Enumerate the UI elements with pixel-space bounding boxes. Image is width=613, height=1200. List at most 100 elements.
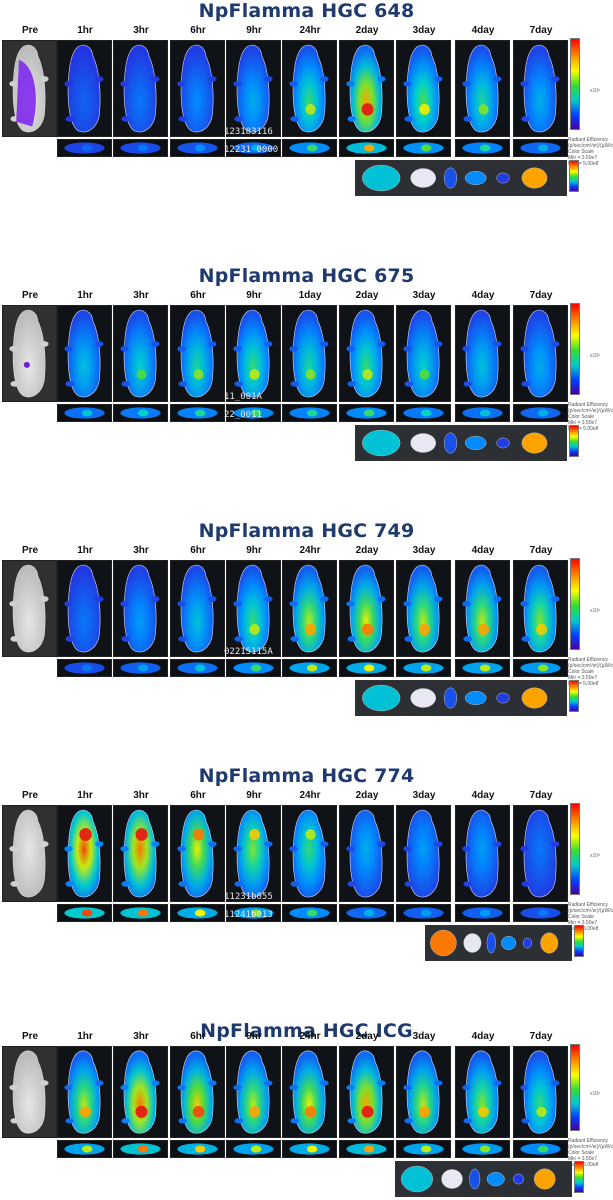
figure-panel: NpFlamma HGC 774 Pre 1hr 3hr 6hr 9hr 24hr 2day 3…	[0, 745, 613, 990]
mouse-fluorescence-image	[227, 1047, 280, 1137]
timepoint-image-frame	[282, 1046, 337, 1138]
ventral-strip-image	[283, 660, 336, 676]
mouse-body	[236, 1050, 270, 1134]
ventral-strip-image	[456, 905, 509, 921]
mouse-body	[12, 1050, 46, 1134]
fluorescence-hotspot	[249, 624, 260, 635]
timepoint-image-frame	[113, 560, 168, 657]
organ	[496, 172, 510, 184]
ventral-strip-frame	[170, 1140, 225, 1158]
legend-line: Radiant Efficiency	[568, 1138, 608, 1144]
time-point-label: 1hr	[77, 1031, 93, 1042]
mouse-body	[12, 309, 46, 398]
mouse-fluorescence-image	[340, 806, 393, 901]
ventral-strip-image	[514, 140, 567, 156]
ventral-strip-frame	[57, 139, 112, 157]
ventral-strip-image	[340, 660, 393, 676]
fluorescence-hotspot	[192, 828, 205, 841]
mouse-body	[67, 1050, 101, 1134]
fluorescence-hotspot	[304, 1106, 317, 1118]
time-point-label: 3day	[412, 545, 436, 556]
mouse-pre-image	[3, 561, 56, 656]
mouse-fluorescence-image	[456, 561, 509, 656]
ex-vivo-organs-frame	[425, 925, 572, 961]
time-point-label: 1hr	[77, 790, 93, 801]
ventral-strip-image	[283, 140, 336, 156]
organ	[486, 1171, 505, 1187]
mouse-body	[349, 564, 383, 653]
fluorescence-hotspot	[361, 103, 374, 116]
fluorescence-hotspot	[418, 623, 431, 636]
fluorescence-hotspot	[249, 369, 260, 380]
mouse-body	[180, 564, 214, 653]
fluorescence-hotspot	[79, 1106, 92, 1118]
time-point-label: 24hr	[299, 1031, 321, 1042]
timepoint-image-frame	[396, 560, 451, 657]
ventral-strip-image	[456, 660, 509, 676]
mouse-body	[180, 309, 214, 398]
mouse-fluorescence-image	[58, 41, 111, 136]
timepoint-image-frame	[339, 40, 394, 137]
mouse-body	[523, 564, 557, 653]
ventral-strip-frame	[226, 139, 281, 157]
mouse-body	[123, 809, 157, 898]
time-point-label: 3day	[412, 790, 436, 801]
time-point-label: 4day	[471, 25, 495, 36]
color-scale-bar	[570, 1044, 580, 1131]
ventral-strip-image	[227, 1141, 280, 1157]
organ	[496, 437, 510, 449]
ventral-strip-frame	[57, 904, 112, 922]
time-point-label: 2day	[355, 1031, 379, 1042]
mouse-body	[465, 809, 499, 898]
ventral-strip-image	[456, 405, 509, 421]
timepoint-image-frame	[170, 560, 225, 657]
timepoint-image-frame	[170, 1046, 225, 1138]
mouse-fluorescence-image	[283, 306, 336, 401]
ventral-strip-image	[397, 660, 450, 676]
time-point-label: 3hr	[133, 290, 149, 301]
scale-unit-label: x10⁸	[590, 607, 601, 614]
mouse-body	[123, 564, 157, 653]
timepoint-image-frame	[339, 560, 394, 657]
timepoint-image-frame	[57, 560, 112, 657]
mouse-body	[465, 564, 499, 653]
time-point-label: 3day	[412, 290, 436, 301]
mouse-fluorescence-image	[227, 561, 280, 656]
time-point-label: Pre	[21, 790, 39, 801]
mouse-body	[349, 309, 383, 398]
mouse-body	[236, 309, 270, 398]
mouse-fluorescence-image	[114, 806, 167, 901]
time-point-label: 9hr	[246, 1031, 262, 1042]
time-point-label: 9hr	[246, 545, 262, 556]
panel-title: NpFlamma HGC 648	[198, 0, 415, 22]
ventral-strip-image	[114, 405, 167, 421]
ex-vivo-organs-frame	[395, 1161, 572, 1197]
mouse-fluorescence-image	[58, 306, 111, 401]
time-point-label: 3day	[412, 1031, 436, 1042]
time-point-labels: Pre 1hr 3hr 6hr 9hr 24hr 2day 3day 4day 7day	[0, 25, 613, 39]
fluorescence-hotspot	[193, 369, 204, 380]
mouse-body	[123, 1050, 157, 1134]
ventral-strip-frame	[396, 659, 451, 677]
ex-vivo-organs-image	[356, 426, 566, 460]
mouse-fluorescence-image	[397, 806, 450, 901]
image-id-overlay: 12231 0000	[224, 145, 279, 155]
timepoint-image-frame	[170, 805, 225, 902]
mouse-pre-image	[3, 41, 56, 136]
legend-line: Min = 3.50e7	[568, 420, 598, 426]
ventral-strip-image	[397, 905, 450, 921]
legend-line: Max = 5.00e8	[568, 681, 599, 687]
legend-line: Color Scale	[568, 914, 594, 920]
time-point-label: 9hr	[246, 790, 262, 801]
scale-legend-text: Radiant Efficiency(p/sec/cm²/sr)/(µW/cm²…	[568, 137, 613, 167]
ventral-strip-image	[171, 1141, 224, 1157]
organ	[540, 932, 559, 954]
timepoint-image-frame	[113, 40, 168, 137]
legend-line: Radiant Efficiency	[568, 902, 608, 908]
ventral-strip-frame	[513, 1140, 568, 1158]
mouse-body	[180, 809, 214, 898]
organ	[521, 687, 548, 709]
legend-line: (p/sec/cm²/sr)/(µW/cm²)	[568, 143, 613, 149]
timepoint-image-frame	[226, 805, 281, 902]
organ-color-scale-bar	[574, 925, 584, 957]
